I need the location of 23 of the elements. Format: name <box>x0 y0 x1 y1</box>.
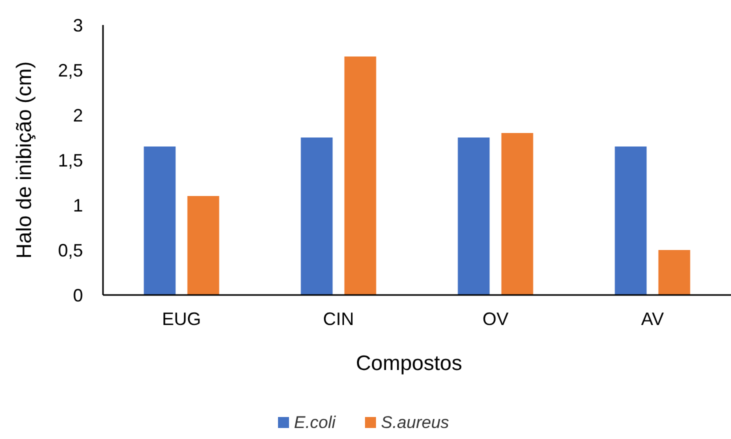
bar <box>501 133 534 295</box>
bar <box>144 146 176 295</box>
bar <box>614 146 647 295</box>
legend-label: S.aureus <box>381 413 450 432</box>
bar <box>658 250 690 295</box>
bar <box>344 56 376 295</box>
y-tick-label: 1 <box>72 195 83 216</box>
y-tick-label: 0,5 <box>58 240 83 260</box>
y-axis-title: Halo de inibição (cm) <box>13 61 36 259</box>
x-axis-title: Compostos <box>356 352 462 375</box>
y-tick-label: 2 <box>72 105 83 126</box>
x-tick-label: EUG <box>162 309 202 329</box>
y-tick-label: 2,5 <box>58 60 83 80</box>
legend-label: E.coli <box>294 413 337 432</box>
y-tick-label: 0 <box>72 285 83 306</box>
y-tick-label: 3 <box>72 15 83 36</box>
bar <box>300 138 333 295</box>
x-tick-label: AV <box>641 309 664 329</box>
x-tick-label: OV <box>482 309 509 329</box>
bar <box>458 138 490 295</box>
x-tick-label: CIN <box>323 309 354 329</box>
y-tick-label: 1,5 <box>58 150 83 170</box>
bar <box>187 196 220 295</box>
